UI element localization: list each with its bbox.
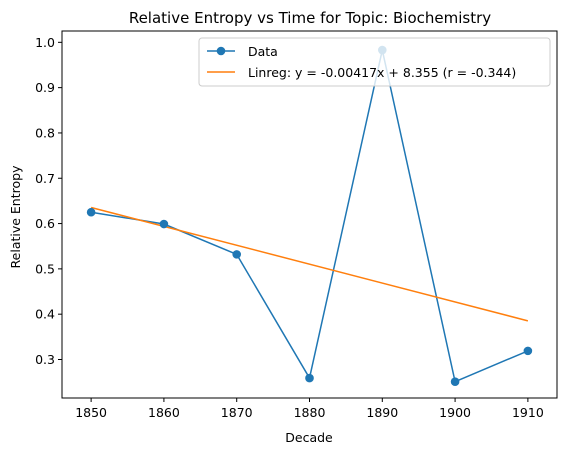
x-tick-label: 1850 <box>75 405 107 420</box>
data-point <box>159 219 169 229</box>
y-tick-label: 1.0 <box>35 35 55 50</box>
legend-marker-data <box>216 46 226 56</box>
series-line-data <box>90 49 529 383</box>
x-tick-label: 1890 <box>366 405 398 420</box>
y-axis: 0.3 0.4 0.5 0.6 0.7 0.8 0.9 1.0 <box>35 35 62 367</box>
legend: Data Linreg: y = -0.00417x + 8.355 (r = … <box>198 37 551 87</box>
data-point <box>86 207 96 217</box>
data-point <box>450 377 460 386</box>
legend-box <box>198 37 551 87</box>
x-tick-label: 1860 <box>148 405 180 420</box>
y-tick-label: 0.3 <box>35 352 55 367</box>
x-axis: 1850 1860 1870 1880 1890 1900 1910 <box>75 398 544 420</box>
x-tick-label: 1880 <box>294 405 326 420</box>
y-tick-label: 0.6 <box>35 216 55 231</box>
data-point <box>523 346 533 356</box>
x-tick-label: 1910 <box>512 405 544 420</box>
y-axis-label: Relative Entropy <box>8 165 23 269</box>
series-line-linreg <box>90 206 529 322</box>
legend-label-data: Data <box>248 44 278 59</box>
y-tick-label: 0.9 <box>35 80 55 95</box>
x-axis-label: Decade <box>285 430 333 445</box>
series-layer <box>86 45 533 386</box>
x-tick-label: 1870 <box>221 405 253 420</box>
y-tick-label: 0.7 <box>35 171 55 186</box>
y-tick-label: 0.8 <box>35 125 55 140</box>
data-point <box>232 250 242 259</box>
x-tick-label: 1900 <box>439 405 471 420</box>
y-tick-label: 0.4 <box>35 307 55 322</box>
legend-label-linreg: Linreg: y = -0.00417x + 8.355 (r = -0.34… <box>248 65 516 80</box>
data-point <box>305 373 314 383</box>
chart-title: Relative Entropy vs Time for Topic: Bioc… <box>129 9 491 27</box>
y-tick-label: 0.5 <box>35 261 55 276</box>
